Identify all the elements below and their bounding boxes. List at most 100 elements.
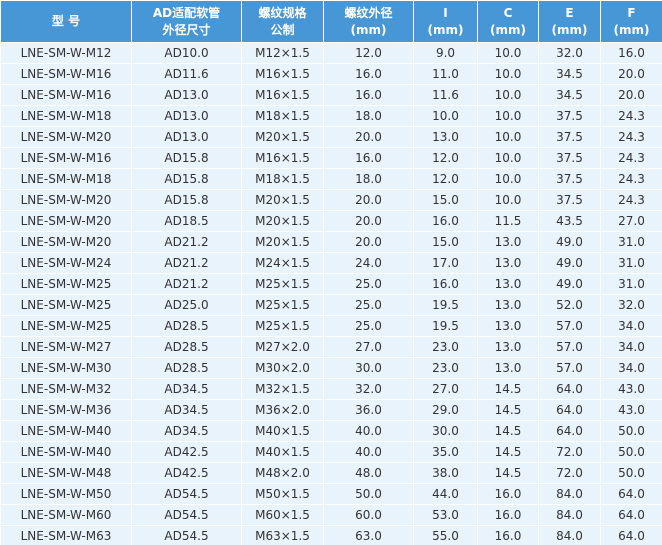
- table-cell: M27×2.0: [241, 336, 324, 358]
- table-cell: 10.0: [477, 147, 539, 169]
- table-cell: LNE-SM-W-M18: [0, 168, 132, 190]
- table-cell: AD11.6: [131, 63, 242, 85]
- table-cell: AD54.5: [131, 525, 242, 545]
- table-cell: 24.3: [600, 126, 662, 148]
- table-cell: 10.0: [477, 84, 539, 106]
- table-cell: 64.0: [600, 525, 662, 545]
- table-row: LNE-SM-W-M32 AD34.5 M32×1.5 32.0 27.0 14.5 64.…: [0, 378, 662, 400]
- header-line: E: [565, 5, 574, 20]
- table-cell: 38.0: [413, 462, 478, 484]
- table-cell: 55.0: [413, 525, 478, 545]
- table-cell: AD42.5: [131, 462, 242, 484]
- table-cell: 10.0: [477, 63, 539, 85]
- table-cell: 11.5: [477, 210, 539, 232]
- table-cell: 34.5: [538, 63, 601, 85]
- table-cell: 13.0: [477, 294, 539, 316]
- table-cell: 50.0: [600, 462, 662, 484]
- table-row: LNE-SM-W-M30 AD28.5 M30×2.0 30.0 23.0 13.0 57.…: [0, 357, 662, 379]
- table-cell: LNE-SM-W-M20: [0, 126, 132, 148]
- table-cell: 30.0: [413, 420, 478, 442]
- table-cell: 18.0: [323, 105, 414, 127]
- header-cell: 螺纹规格 公制: [241, 0, 324, 43]
- table-cell: 10.0: [477, 42, 539, 64]
- table-cell: M32×1.5: [241, 378, 324, 400]
- table-cell: 12.0: [413, 168, 478, 190]
- header-line: 外径尺寸: [162, 22, 211, 37]
- header-cell: E (mm): [538, 0, 601, 43]
- table-cell: 19.5: [413, 315, 478, 337]
- table-cell: 12.0: [413, 147, 478, 169]
- table-cell: 44.0: [413, 483, 478, 505]
- table-cell: M36×2.0: [241, 399, 324, 421]
- table-cell: 53.0: [413, 504, 478, 526]
- table-cell: AD42.5: [131, 441, 242, 463]
- table-row: LNE-SM-W-M20 AD13.0 M20×1.5 20.0 13.0 10.0 37.…: [0, 126, 662, 148]
- table-cell: 31.0: [600, 273, 662, 295]
- table-cell: M25×1.5: [241, 273, 324, 295]
- table-cell: 84.0: [538, 525, 601, 545]
- table-cell: LNE-SM-W-M27: [0, 336, 132, 358]
- table-cell: AD28.5: [131, 336, 242, 358]
- table-cell: 43.0: [600, 378, 662, 400]
- table-cell: 63.0: [323, 525, 414, 545]
- table-cell: AD21.2: [131, 231, 242, 253]
- table-cell: 34.0: [600, 336, 662, 358]
- table-cell: 27.0: [413, 378, 478, 400]
- table-cell: 52.0: [538, 294, 601, 316]
- table-cell: M40×1.5: [241, 441, 324, 463]
- header-line: C: [503, 5, 513, 20]
- table-cell: 14.5: [477, 420, 539, 442]
- table-cell: AD10.0: [131, 42, 242, 64]
- table-cell: M30×2.0: [241, 357, 324, 379]
- table-cell: 20.0: [323, 189, 414, 211]
- table-cell: LNE-SM-W-M20: [0, 210, 132, 232]
- table-cell: 34.0: [600, 357, 662, 379]
- table-row: LNE-SM-W-M60 AD54.5 M60×1.5 60.0 53.0 16.0 84.…: [0, 504, 662, 526]
- table-cell: AD28.5: [131, 357, 242, 379]
- table-row: LNE-SM-W-M40 AD42.5 M40×1.5 40.0 35.0 14.5 72.…: [0, 441, 662, 463]
- table-cell: 49.0: [538, 252, 601, 274]
- table-cell: 10.0: [477, 189, 539, 211]
- table-cell: 24.3: [600, 105, 662, 127]
- table-cell: 60.0: [323, 504, 414, 526]
- header-line: AD适配软管: [152, 5, 221, 20]
- table-cell: 20.0: [600, 84, 662, 106]
- table-cell: 14.5: [477, 378, 539, 400]
- table-cell: 49.0: [538, 231, 601, 253]
- table-cell: AD54.5: [131, 483, 242, 505]
- table-cell: 72.0: [538, 441, 601, 463]
- table-cell: 37.5: [538, 147, 601, 169]
- table-cell: M18×1.5: [241, 105, 324, 127]
- header-line: 公制: [270, 22, 295, 37]
- table-cell: M63×1.5: [241, 525, 324, 545]
- table-cell: 64.0: [538, 378, 601, 400]
- table-cell: M16×1.5: [241, 84, 324, 106]
- table-cell: 17.0: [413, 252, 478, 274]
- table-cell: LNE-SM-W-M48: [0, 462, 132, 484]
- table-cell: 20.0: [323, 210, 414, 232]
- table-row: LNE-SM-W-M12 AD10.0 M12×1.5 12.0 9.0 10.0 32.0…: [0, 42, 662, 64]
- table-row: LNE-SM-W-M20 AD18.5 M20×1.5 20.0 16.0 11.5 43.…: [0, 210, 662, 232]
- header-cell: C (mm): [477, 0, 539, 43]
- header-cell: 螺纹外径 (mm): [323, 0, 414, 43]
- table-cell: AD34.5: [131, 399, 242, 421]
- table-cell: LNE-SM-W-M18: [0, 105, 132, 127]
- table-cell: LNE-SM-W-M16: [0, 63, 132, 85]
- table-cell: 14.5: [477, 441, 539, 463]
- table-cell: LNE-SM-W-M32: [0, 378, 132, 400]
- table-cell: AD54.5: [131, 504, 242, 526]
- table-cell: 13.0: [477, 231, 539, 253]
- table-row: LNE-SM-W-M20 AD21.2 M20×1.5 20.0 15.0 13.0 49.…: [0, 231, 662, 253]
- table-cell: AD13.0: [131, 105, 242, 127]
- header-cell: I (mm): [413, 0, 478, 43]
- table-cell: 40.0: [323, 420, 414, 442]
- table-cell: 16.0: [413, 273, 478, 295]
- table-cell: AD18.5: [131, 210, 242, 232]
- table-cell: 49.0: [538, 273, 601, 295]
- table-cell: M20×1.5: [241, 210, 324, 232]
- table-cell: LNE-SM-W-M63: [0, 525, 132, 545]
- table-cell: 16.0: [323, 84, 414, 106]
- table-cell: 48.0: [323, 462, 414, 484]
- table-row: LNE-SM-W-M20 AD15.8 M20×1.5 20.0 15.0 10.0 37.…: [0, 189, 662, 211]
